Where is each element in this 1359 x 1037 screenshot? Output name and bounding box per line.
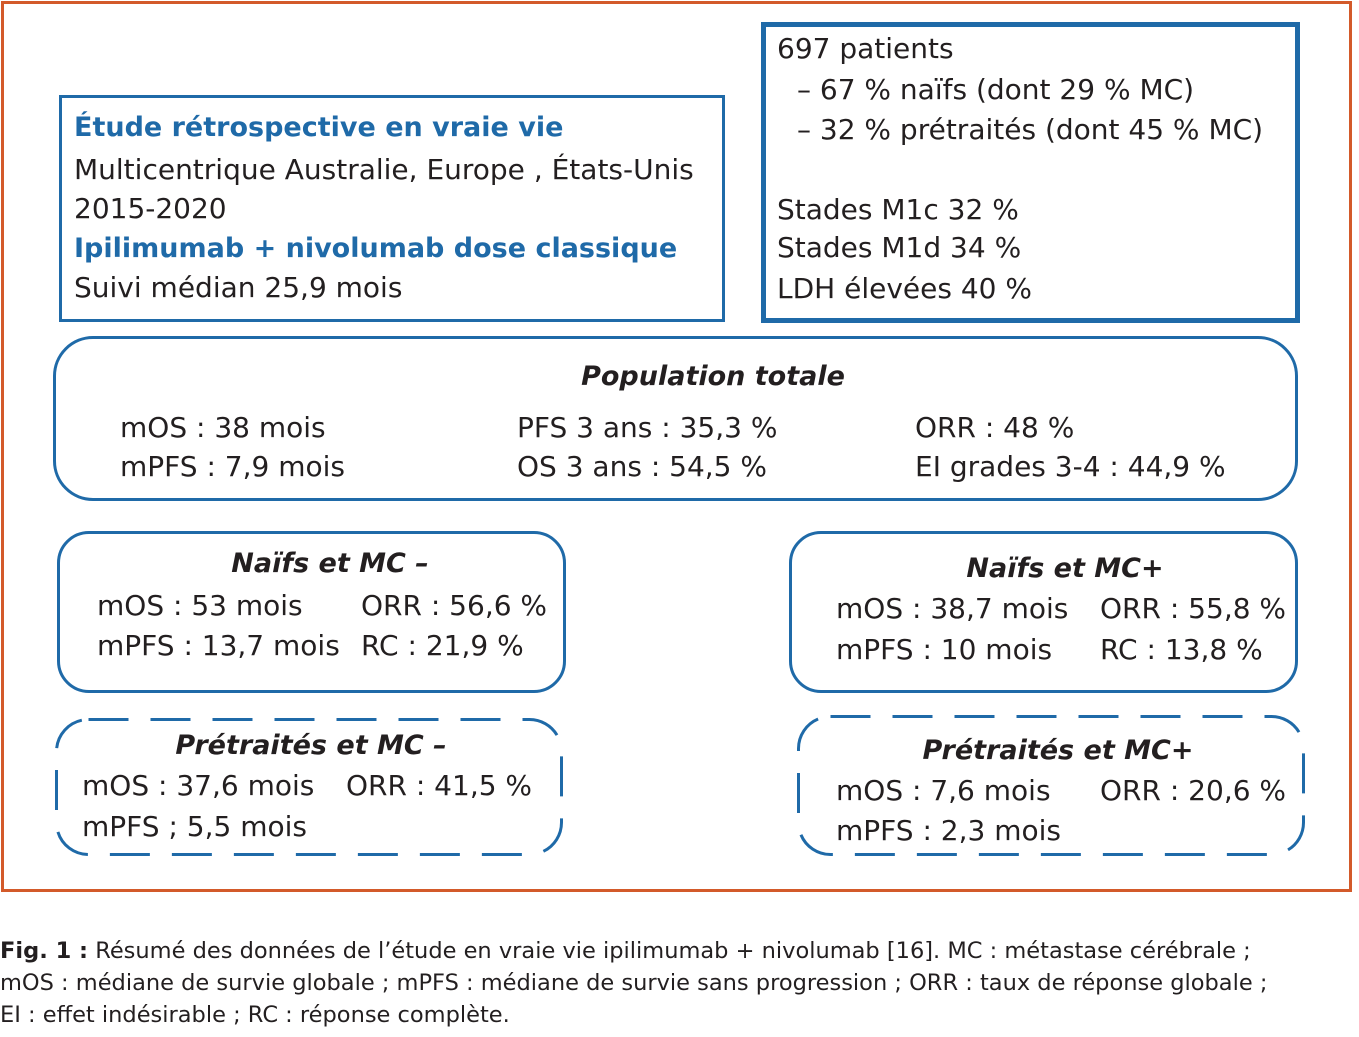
naive-mc-pos-mpfs: mPFS : 10 mois <box>836 633 1053 666</box>
naive-mc-neg-title: Naïfs et MC – <box>231 548 429 579</box>
caption-line-3: EI : effet indésirable ; RC : réponse co… <box>0 1002 510 1028</box>
population-pfs3: PFS 3 ans : 35,3 % <box>517 411 778 444</box>
pre-mc-pos-mos: mOS : 7,6 mois <box>836 774 1051 807</box>
study-followup: Suivi médian 25,9 mois <box>74 271 403 304</box>
naive-mc-neg-box <box>57 531 566 693</box>
caption-line-2: mOS : médiane de survie globale ; mPFS :… <box>0 970 1268 996</box>
population-os3: OS 3 ans : 54,5 % <box>517 450 768 483</box>
patients-ldh: LDH élevées 40 % <box>777 272 1032 305</box>
study-box <box>59 95 725 322</box>
caption-text-1: Résumé des données de l’étude en vraie v… <box>95 938 1251 964</box>
pre-mc-neg-orr: ORR : 41,5 % <box>346 769 533 802</box>
population-orr: ORR : 48 % <box>915 411 1075 444</box>
naive-mc-pos-title: Naïfs et MC+ <box>966 553 1164 584</box>
naive-mc-neg-mos: mOS : 53 mois <box>97 589 303 622</box>
pre-mc-neg-mpfs: mPFS ; 5,5 mois <box>82 810 307 843</box>
naive-mc-neg-rc: RC : 21,9 % <box>361 629 524 662</box>
pre-mc-pos-box <box>797 715 1305 856</box>
naive-mc-pos-orr: ORR : 55,8 % <box>1100 592 1287 625</box>
study-centers: Multicentrique Australie, Europe , États… <box>74 153 694 186</box>
patients-naive: – 67 % naïfs (dont 29 % MC) <box>797 73 1195 106</box>
patients-total: 697 patients <box>777 32 954 65</box>
study-period: 2015-2020 <box>74 192 227 225</box>
population-mpfs: mPFS : 7,9 mois <box>120 450 345 483</box>
population-box <box>53 336 1298 501</box>
population-ei: EI grades 3-4 : 44,9 % <box>915 450 1226 483</box>
patients-m1c: Stades M1c 32 % <box>777 193 1019 226</box>
population-title: Population totale <box>581 361 845 392</box>
figure-frame <box>1 1 1352 892</box>
pre-mc-pos-mpfs: mPFS : 2,3 mois <box>836 814 1061 847</box>
patients-m1d: Stades M1d 34 % <box>777 231 1022 264</box>
pre-mc-neg-title: Prétraités et MC – <box>175 730 447 761</box>
naive-mc-pos-box <box>789 531 1298 693</box>
naive-mc-neg-mpfs: mPFS : 13,7 mois <box>97 629 340 662</box>
figure-caption: Fig. 1 : Résumé des données de l’étude e… <box>0 935 1359 1031</box>
study-treatment: Ipilimumab + nivolumab dose classique <box>74 233 678 264</box>
population-mos: mOS : 38 mois <box>120 411 326 444</box>
naive-mc-neg-orr: ORR : 56,6 % <box>361 589 548 622</box>
patients-box <box>761 22 1300 323</box>
naive-mc-pos-rc: RC : 13,8 % <box>1100 633 1263 666</box>
pre-mc-pos-orr: ORR : 20,6 % <box>1100 774 1287 807</box>
patients-pretreated: – 32 % prétraités (dont 45 % MC) <box>797 113 1264 146</box>
caption-label: Fig. 1 : <box>0 938 89 964</box>
pre-mc-pos-title: Prétraités et MC+ <box>922 735 1194 766</box>
caption-line-1: Fig. 1 : Résumé des données de l’étude e… <box>0 935 1359 967</box>
naive-mc-pos-mos: mOS : 38,7 mois <box>836 592 1069 625</box>
pre-mc-neg-box <box>55 718 563 856</box>
study-title: Étude rétrospective en vraie vie <box>74 112 564 143</box>
pre-mc-neg-mos: mOS : 37,6 mois <box>82 769 315 802</box>
